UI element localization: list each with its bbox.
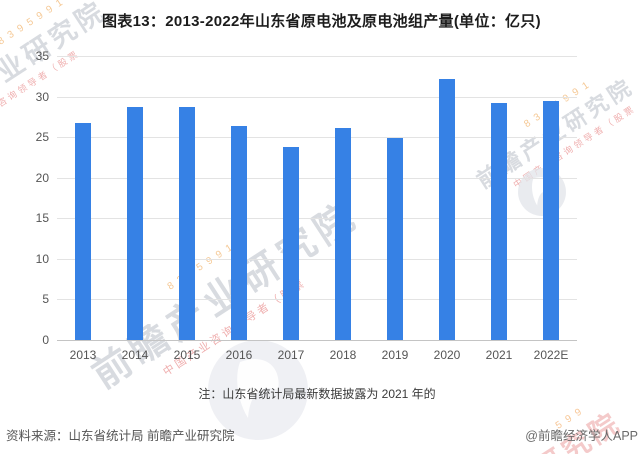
x-axis-tick-label: 2014 (121, 348, 149, 362)
gridline (57, 258, 577, 260)
y-axis-tick-label: 5 (42, 292, 49, 307)
gridline (57, 137, 577, 139)
bar-2022E (543, 101, 559, 340)
y-axis-tick-label: 30 (35, 89, 49, 104)
x-axis-tick-label: 2017 (277, 348, 305, 362)
bar-2013 (75, 123, 91, 340)
x-axis-tick-label: 2019 (381, 348, 409, 362)
bar-2020 (439, 79, 455, 340)
y-axis-tick-label: 20 (35, 170, 49, 185)
y-axis-tick-label: 0 (42, 333, 49, 347)
y-axis-tick-label: 10 (35, 251, 49, 266)
gridline (57, 218, 577, 220)
bar-2015 (179, 107, 195, 340)
bar-2019 (387, 138, 403, 340)
x-axis-line (57, 340, 577, 341)
x-axis-tick-label: 2015 (173, 348, 201, 362)
y-axis-tick-label: 15 (35, 211, 49, 226)
x-axis-tick-label: 2022E (533, 348, 569, 362)
x-axis-tick-label: 2021 (485, 348, 513, 362)
x-axis-tick-label: 2013 (69, 348, 97, 362)
gridline (57, 299, 577, 301)
bar-2017 (283, 147, 299, 340)
y-axis-tick-label: 25 (35, 130, 49, 145)
plot-area: 0 5 10 15 20 25 30 35 2013 2014 2015 2016 2017 2018 20… (36, 49, 577, 362)
bar-2021 (491, 103, 507, 340)
chart-title: 图表13：2013-2022年山东省原电池及原电池组产量(单位：亿只) (102, 13, 541, 30)
chart-note: 注：山东省统计局最新数据披露为 2021 年的 (198, 387, 436, 401)
app-credit: @前瞻经济学人APP (525, 429, 638, 443)
source-attribution: 资料来源：山东省统计局 前瞻产业研究院 (6, 429, 235, 443)
gridline (57, 177, 577, 179)
gridline (57, 56, 577, 57)
y-axis-tick-label: 35 (35, 49, 49, 63)
gridline (57, 96, 577, 98)
bar-2016 (231, 126, 247, 340)
x-axis-tick-label: 2018 (329, 348, 357, 362)
x-axis-tick-label: 2020 (433, 348, 461, 362)
x-axis-tick-label: 2016 (225, 348, 253, 362)
bar-2018 (335, 128, 351, 340)
bar-2014 (127, 107, 143, 340)
